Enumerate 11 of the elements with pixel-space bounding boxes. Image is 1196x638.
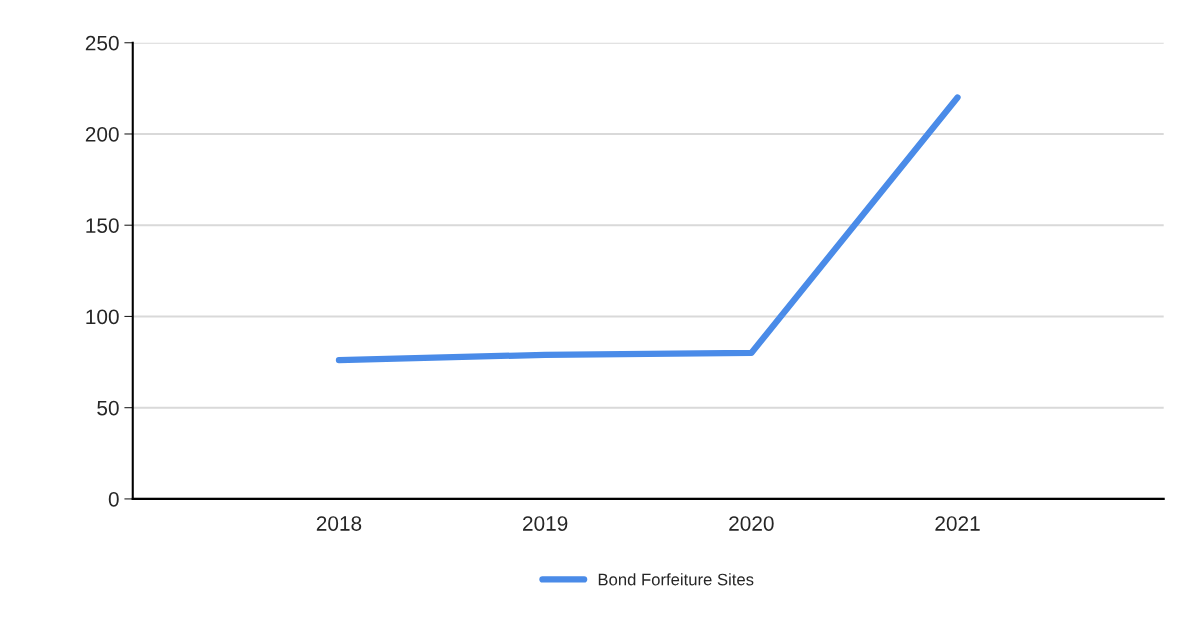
x-tick-label: 2021: [935, 516, 980, 531]
legend-label: Bond Forfeiture Sites: [598, 573, 754, 586]
y-tick-label: 50: [97, 400, 119, 416]
y-tick-label: 250: [85, 35, 119, 51]
x-tick-label: 2018: [316, 516, 362, 531]
x-tick-label: 2019: [523, 516, 568, 531]
y-tick-label: 0: [108, 491, 119, 507]
y-tick-label: 150: [86, 218, 119, 233]
y-tick-label: 100: [86, 309, 119, 325]
y-tick-label: 200: [85, 126, 119, 142]
x-tick-label: 2020: [729, 516, 774, 531]
